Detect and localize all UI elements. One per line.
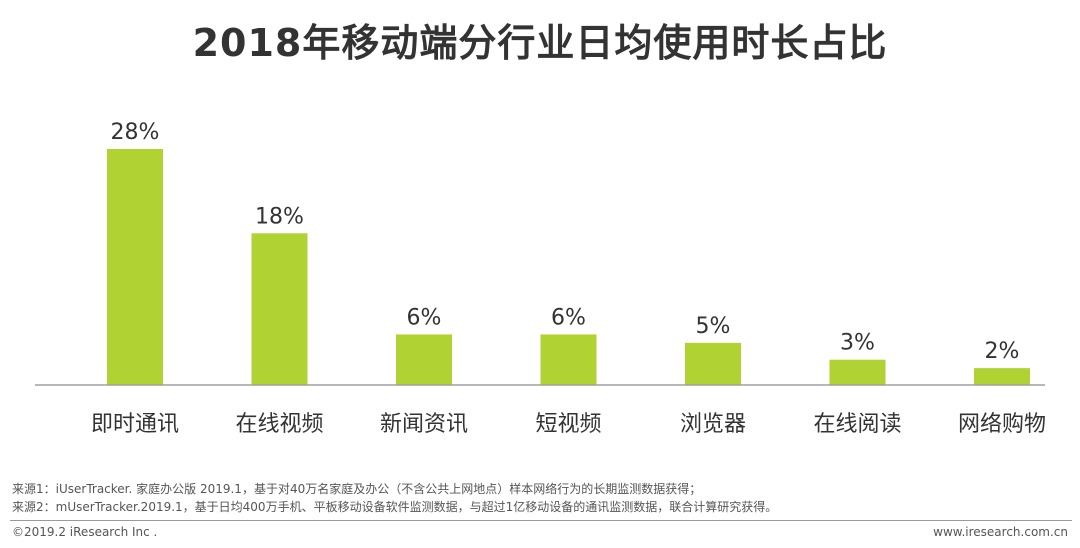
category-label-7: 网络购物 (958, 412, 1046, 437)
website-link[interactable]: www.iresearch.com.cn (933, 525, 1068, 539)
bar-3 (396, 334, 452, 385)
value-label-2: 18% (255, 204, 304, 229)
bar-5 (685, 342, 741, 385)
bar-1 (107, 149, 163, 385)
chart-title: 2018年移动端分行业日均使用时长占比 (192, 21, 888, 65)
value-label-1: 28% (111, 120, 160, 145)
value-label-6: 3% (840, 331, 875, 356)
source-note-2: 来源2：mUserTracker.2019.1，基于日均400万手机、平板移动设… (12, 500, 778, 514)
bar-4 (540, 334, 597, 385)
category-label-1: 即时通讯 (91, 412, 179, 437)
category-label-2: 在线视频 (235, 412, 323, 437)
value-label-4: 6% (551, 305, 586, 330)
bar-7 (974, 368, 1030, 385)
footer-divider (10, 520, 1072, 521)
category-label-6: 在线阅读 (813, 412, 901, 437)
bar-chart: 28% 即时通讯 18% 在线视频 6% 新闻资讯 6% 短视频 5% 浏览器 3% 在线阅读 2% 网络… (35, 120, 1046, 437)
value-label-3: 6% (407, 305, 442, 330)
bar-6 (829, 359, 886, 385)
value-label-7: 2% (985, 339, 1020, 364)
bar-2 (251, 233, 308, 385)
value-label-5: 5% (696, 314, 731, 339)
category-label-4: 短视频 (535, 412, 601, 437)
source-note-1: 来源1：iUserTracker. 家庭办公版 2019.1，基于对40万名家庭… (12, 482, 702, 496)
copyright-text: ©2019.2 iResearch Inc . (12, 525, 158, 539)
category-label-5: 浏览器 (680, 412, 746, 437)
bars-group: 28% 即时通讯 18% 在线视频 6% 新闻资讯 6% 短视频 5% 浏览器 3% 在线阅读 2% 网络… (91, 120, 1046, 437)
category-label-3: 新闻资讯 (380, 412, 468, 437)
